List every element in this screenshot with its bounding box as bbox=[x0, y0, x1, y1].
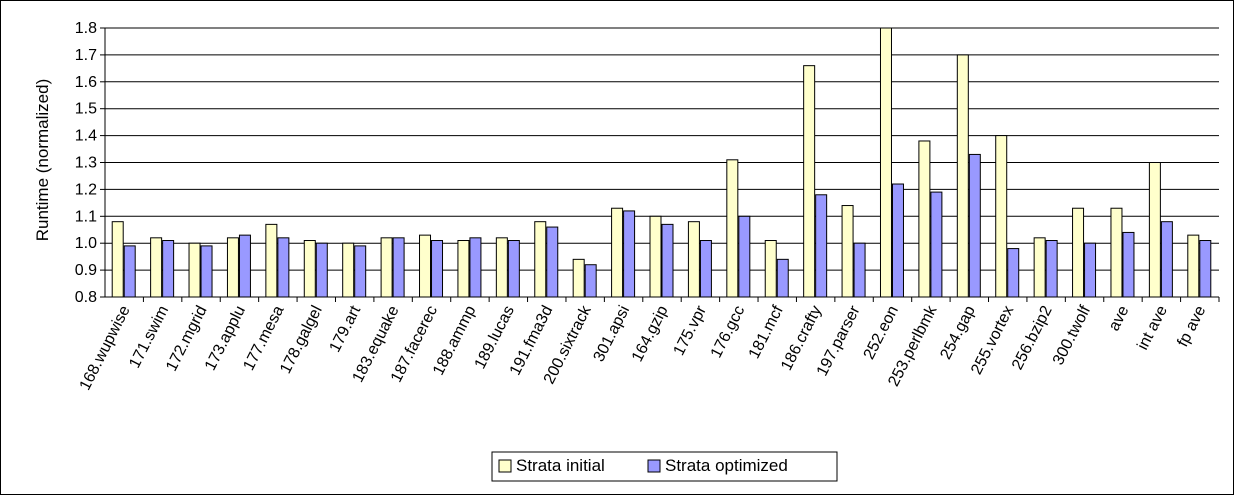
x-tick-label: 301.apsi bbox=[591, 303, 634, 365]
bar-strata-optimized bbox=[623, 210, 636, 298]
x-tick-label: 168.wupwise bbox=[77, 303, 134, 393]
y-tick-label: 1.4 bbox=[75, 128, 97, 145]
bar-strata-optimized bbox=[200, 245, 213, 298]
x-tick-label: int ave bbox=[1134, 303, 1171, 353]
bar-strata-initial bbox=[342, 242, 355, 298]
bar-strata-optimized bbox=[891, 183, 904, 298]
bar-strata-optimized bbox=[1160, 221, 1173, 298]
y-tick-label: 1.5 bbox=[75, 101, 97, 118]
bar-strata-initial bbox=[111, 221, 124, 298]
bar-strata-initial bbox=[687, 221, 700, 298]
bars bbox=[111, 27, 1212, 298]
bar-strata-initial bbox=[1187, 234, 1200, 298]
bar-strata-initial bbox=[1110, 207, 1123, 298]
x-tick-label: 300.twolf bbox=[1050, 303, 1094, 368]
legend-swatch-initial bbox=[498, 459, 512, 473]
bar-strata-initial bbox=[495, 237, 508, 298]
bar-strata-initial bbox=[611, 207, 624, 298]
bar-strata-initial bbox=[764, 240, 777, 298]
bar-strata-initial bbox=[995, 135, 1008, 298]
legend-label-optimized: Strata optimized bbox=[665, 456, 788, 475]
bar-strata-initial bbox=[956, 54, 969, 298]
bar-strata-initial bbox=[649, 215, 662, 298]
y-tick-label: 0.9 bbox=[75, 262, 97, 279]
bar-strata-initial bbox=[188, 242, 201, 298]
bar-strata-initial bbox=[918, 140, 931, 298]
bar-strata-optimized bbox=[661, 223, 674, 298]
bar-strata-initial bbox=[1148, 162, 1161, 298]
bar-strata-optimized bbox=[315, 242, 328, 298]
y-tick-label: 1.3 bbox=[75, 155, 97, 172]
bar-strata-optimized bbox=[392, 237, 405, 298]
bar-strata-initial bbox=[572, 258, 585, 298]
bar-strata-initial bbox=[726, 159, 739, 298]
y-axis-title: Runtime (normalized) bbox=[33, 79, 52, 242]
legend: Strata initial Strata optimized bbox=[491, 451, 838, 482]
bar-strata-optimized bbox=[354, 245, 367, 298]
bar-strata-optimized bbox=[469, 237, 482, 298]
bar-strata-optimized bbox=[853, 242, 866, 298]
bar-strata-initial bbox=[150, 237, 163, 298]
bar-strata-optimized bbox=[1122, 231, 1135, 298]
bar-strata-initial bbox=[879, 27, 892, 298]
y-tick-label: 0.8 bbox=[75, 289, 97, 306]
bar-strata-optimized bbox=[1007, 248, 1020, 298]
y-tick-labels: 0.8 0.9 1.0 1.1 1.2 1.3 1.4 1.5 1.6 1.7 1.8 bbox=[75, 20, 97, 306]
bar-strata-optimized bbox=[123, 245, 136, 298]
bar-strata-initial bbox=[303, 240, 316, 298]
bar-strata-optimized bbox=[431, 240, 444, 298]
bar-strata-optimized bbox=[776, 258, 789, 298]
x-tick-labels: 168.wupwise171.swim172.mgrid173.applu177… bbox=[77, 302, 1210, 393]
x-tick-label: fp ave bbox=[1174, 303, 1209, 350]
bar-strata-optimized bbox=[1084, 242, 1097, 298]
bar-strata-optimized bbox=[238, 234, 251, 298]
x-tick-label: ave bbox=[1106, 303, 1133, 334]
bar-strata-initial bbox=[841, 205, 854, 298]
bar-strata-optimized bbox=[162, 240, 175, 298]
bar-strata-optimized bbox=[930, 191, 943, 298]
x-tick-label: 256.bzip2 bbox=[1009, 303, 1056, 373]
legend-label-initial: Strata initial bbox=[516, 456, 605, 475]
y-tick-label: 1.7 bbox=[75, 47, 97, 64]
x-tick-label: 252.eon bbox=[861, 303, 902, 362]
bar-strata-initial bbox=[1033, 237, 1046, 298]
legend-box bbox=[491, 451, 838, 482]
y-tick-label: 1.6 bbox=[75, 74, 97, 91]
x-tick-label: 179.art bbox=[326, 303, 364, 356]
bar-strata-optimized bbox=[968, 153, 981, 298]
bar-strata-initial bbox=[534, 221, 547, 298]
bar-strata-initial bbox=[380, 237, 393, 298]
bar-strata-initial bbox=[265, 223, 278, 298]
bar-strata-optimized bbox=[1199, 240, 1212, 298]
x-tick-label: 181.mcf bbox=[746, 303, 787, 362]
legend-swatch-optimized bbox=[647, 459, 661, 473]
x-tick-label: 176.gcc bbox=[708, 303, 749, 361]
bar-strata-initial bbox=[803, 65, 816, 298]
bar-strata-optimized bbox=[699, 240, 712, 298]
bar-strata-optimized bbox=[738, 215, 751, 298]
bar-strata-initial bbox=[419, 234, 432, 298]
y-tick-label: 1.2 bbox=[75, 181, 97, 198]
bar-strata-optimized bbox=[1045, 240, 1058, 298]
y-tick-label: 1.1 bbox=[75, 208, 97, 225]
bar-strata-optimized bbox=[584, 264, 597, 298]
bar-strata-initial bbox=[1072, 207, 1085, 298]
gridlines bbox=[105, 27, 1219, 271]
bar-strata-optimized bbox=[546, 226, 559, 298]
bar-strata-optimized bbox=[277, 237, 290, 298]
x-tick-label: 164.gzip bbox=[629, 303, 672, 365]
axes bbox=[100, 27, 1220, 302]
bar-strata-initial bbox=[457, 240, 470, 298]
y-tick-label: 1.0 bbox=[75, 235, 97, 252]
bar-strata-optimized bbox=[507, 240, 520, 298]
x-tick-label: 254.gap bbox=[937, 303, 978, 362]
x-tick-label: 175.vpr bbox=[671, 303, 711, 359]
y-tick-label: 1.8 bbox=[75, 20, 97, 37]
bar-strata-optimized bbox=[815, 194, 828, 298]
bar-strata-initial bbox=[226, 237, 239, 298]
